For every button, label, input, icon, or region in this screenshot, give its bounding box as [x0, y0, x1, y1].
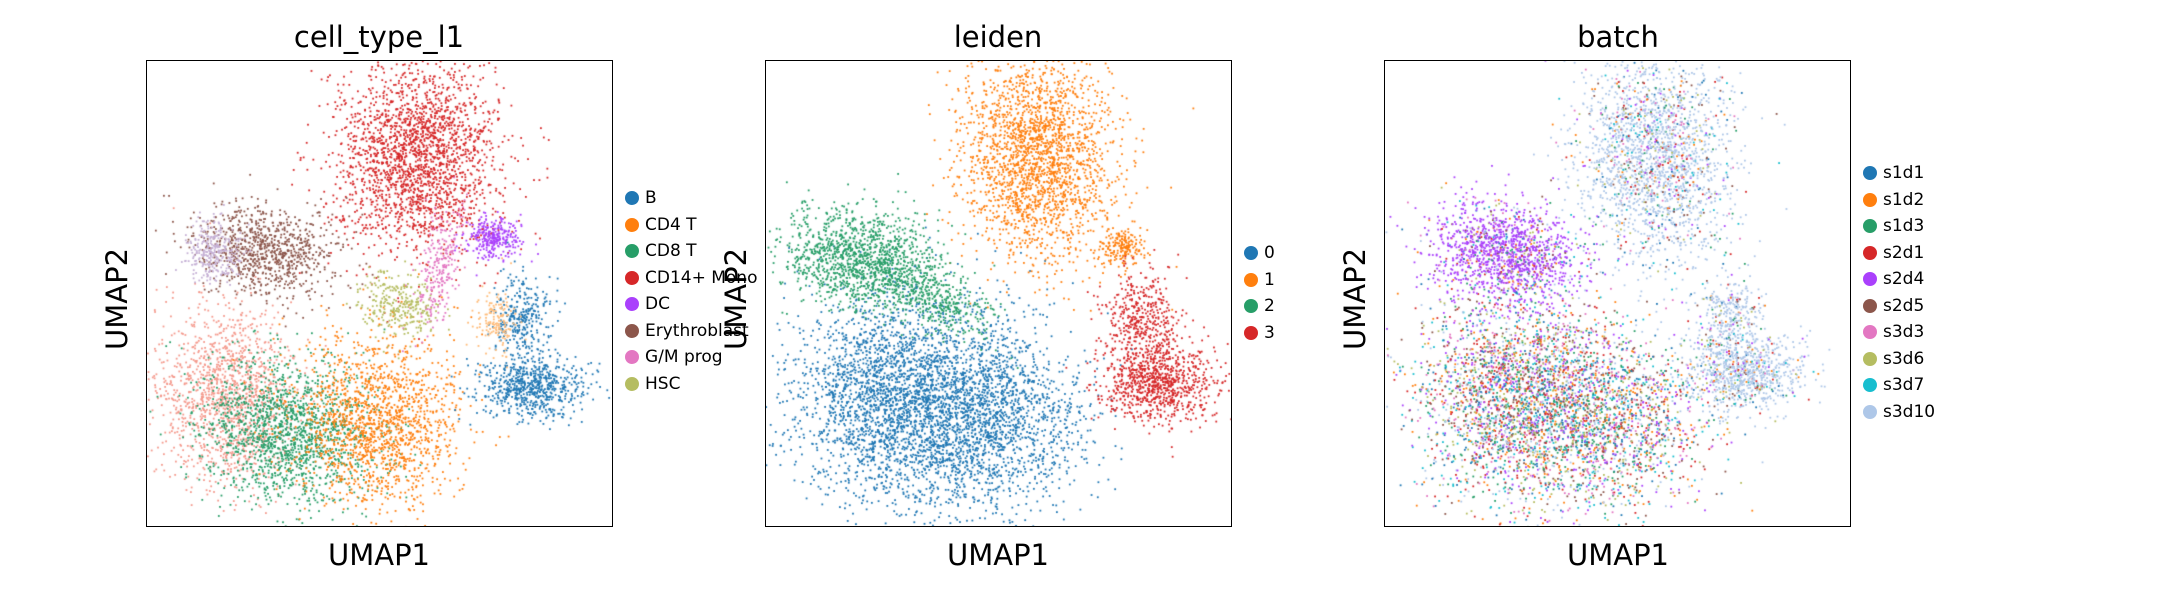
legend-marker [625, 191, 639, 206]
legend-item: s3d7 [1863, 372, 1935, 399]
legend-item: CD8 T [625, 238, 757, 265]
legend-marker [1863, 404, 1877, 419]
legend-marker [625, 270, 639, 285]
legend-item: G/M prog [625, 344, 757, 371]
legend-marker [625, 323, 639, 338]
legend-item: Erythroblast [625, 318, 757, 345]
legend-item: s2d4 [1863, 266, 1935, 293]
legend-label: DC [645, 294, 670, 315]
legend-label: s1d3 [1883, 216, 1925, 237]
legend-label: s3d6 [1883, 348, 1925, 369]
legend-label: s2d4 [1883, 269, 1925, 290]
legend-marker [1863, 166, 1877, 181]
legend-label: G/M prog [645, 347, 723, 368]
legend-item: B [625, 185, 757, 212]
legend-label: CD4 T [645, 214, 697, 235]
panel-title: leiden [953, 20, 1043, 54]
legend-marker [1863, 378, 1877, 393]
legend-label: B [645, 188, 657, 209]
legend-label: CD14+ Mono [645, 267, 758, 288]
legend-item: s3d6 [1863, 346, 1935, 373]
legend-item: s3d10 [1863, 399, 1935, 426]
legend-item: s1d2 [1863, 187, 1935, 214]
legend-item: HSC [625, 371, 757, 398]
legend: 0 1 2 3 [1244, 240, 1275, 346]
legend-item: 0 [1244, 240, 1275, 267]
legend-marker [625, 217, 639, 232]
x-axis-label: UMAP1 [946, 538, 1050, 572]
legend-item: DC [625, 291, 757, 318]
legend-marker [1863, 192, 1877, 207]
legend-item: CD14+ Mono [625, 265, 757, 292]
legend-label: 1 [1264, 269, 1275, 290]
legend-marker [1244, 299, 1258, 314]
scatter-points [147, 61, 612, 526]
legend-label: s3d3 [1883, 322, 1925, 343]
legend-label: Erythroblast [645, 320, 749, 341]
legend-item: s1d1 [1863, 160, 1935, 187]
legend-marker [1244, 272, 1258, 287]
scatter-points [766, 61, 1231, 526]
scatter-plot-area [1384, 60, 1851, 527]
legend-item: 2 [1244, 293, 1275, 320]
scatter-points [1385, 61, 1850, 526]
legend-item: CD4 T [625, 212, 757, 239]
legend-item: s2d1 [1863, 240, 1935, 267]
legend-marker [1244, 325, 1258, 340]
x-axis-label: UMAP1 [327, 538, 431, 572]
legend-label: 0 [1264, 243, 1275, 264]
legend-marker [625, 297, 639, 312]
legend-item: 1 [1244, 267, 1275, 294]
legend-label: 2 [1264, 296, 1275, 317]
legend-label: 3 [1264, 322, 1275, 343]
legend: B CD4 T CD8 T CD14+ Mono DC Erythroblast G/M p… [625, 185, 757, 397]
legend-marker [625, 376, 639, 391]
legend-marker [1863, 219, 1877, 234]
legend-marker [1863, 325, 1877, 340]
scatter-plot-area [146, 60, 613, 527]
legend-label: CD8 T [645, 241, 697, 262]
legend-item: s3d3 [1863, 319, 1935, 346]
legend-label: s3d10 [1883, 401, 1936, 422]
legend-label: s2d1 [1883, 242, 1925, 263]
legend-marker [1863, 351, 1877, 366]
legend-marker [625, 244, 639, 259]
legend-label: s1d1 [1883, 163, 1925, 184]
legend-label: HSC [645, 373, 681, 394]
legend-marker [625, 350, 639, 365]
legend-marker [1244, 246, 1258, 261]
legend-item: 3 [1244, 320, 1275, 347]
y-axis-label: UMAP2 [1338, 247, 1372, 350]
x-axis-label: UMAP1 [1566, 538, 1670, 572]
y-axis-label: UMAP2 [719, 247, 753, 350]
y-axis-label: UMAP2 [100, 247, 134, 350]
legend-label: s3d7 [1883, 375, 1925, 396]
legend-marker [1863, 298, 1877, 313]
legend-label: s2d5 [1883, 295, 1925, 316]
legend-label: s1d2 [1883, 189, 1925, 210]
legend: s1d1 s1d2 s1d3 s2d1 s2d4 s2d5 s3d3 s3d6 s3d7 s3d1… [1863, 160, 1935, 425]
scatter-plot-area [765, 60, 1232, 527]
legend-marker [1863, 245, 1877, 260]
legend-item: s1d3 [1863, 213, 1935, 240]
legend-marker [1863, 272, 1877, 287]
panel-title: batch [1577, 20, 1659, 54]
legend-item: s2d5 [1863, 293, 1935, 320]
panel-title: cell_type_l1 [293, 20, 465, 54]
